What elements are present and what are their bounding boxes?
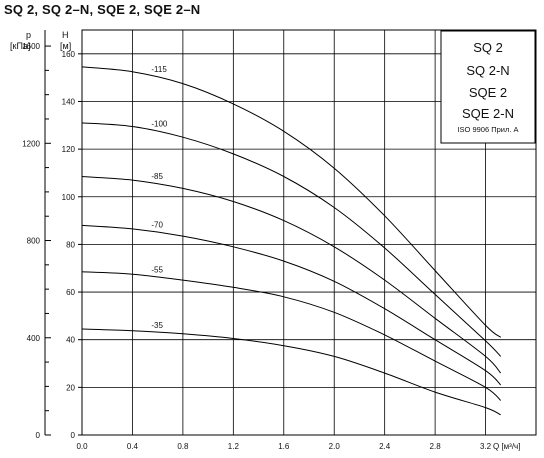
y2-tick-label: 400 (27, 334, 41, 343)
y-tick-label: 120 (62, 145, 76, 154)
series-line-m115 (81, 66, 502, 338)
series-label: -115 (151, 65, 167, 74)
x-axis-head: Q [м³/ч] (493, 442, 520, 451)
x-tick-label: 0.0 (76, 442, 88, 451)
series-label: -85 (151, 172, 163, 181)
x-tick-label: 2.0 (329, 442, 341, 451)
legend-note: ISO 9906 Прил. A (457, 125, 518, 134)
legend: SQ 2 SQ 2-N SQE 2 SQE 2-N ISO 9906 Прил.… (440, 30, 536, 144)
series-label: -100 (151, 120, 168, 129)
y-axis-head-unit: [м] (60, 41, 71, 51)
grid (82, 30, 536, 435)
series-line-m70 (81, 224, 502, 386)
y2-tick-label: 1200 (22, 139, 40, 148)
y2-tick-label: 1600 (22, 42, 40, 51)
y2-tick-label: 0 (36, 431, 41, 440)
y-tick-label: 60 (66, 288, 75, 297)
ticks: 0.0 0.4 0.8 1.2 1.6 2.0 2.4 2.8 3.2 0 20 40 60 80 100 1… (22, 42, 491, 451)
x-tick-label: 1.6 (278, 442, 290, 451)
y2-axis-head-unit: [кПа] (10, 41, 30, 51)
series-label: -70 (151, 221, 163, 230)
y2-tick-label: 800 (27, 237, 41, 246)
y2-axis-head-letter: p (26, 30, 31, 40)
legend-line-2: SQ 2-N (466, 63, 509, 78)
legend-line-1: SQ 2 (473, 40, 503, 55)
y-tick-label: 160 (62, 50, 76, 59)
y-tick-label: 20 (66, 383, 75, 392)
series-label: -35 (151, 321, 163, 330)
legend-line-4: SQE 2-N (462, 106, 514, 121)
curve-labels: -35 -55 -70 -85 -100 -115 (151, 65, 168, 330)
x-tick-label: 2.8 (430, 442, 442, 451)
x-tick-label: 0.4 (127, 442, 139, 451)
series-label: -55 (151, 265, 163, 274)
x-tick-label: 1.2 (228, 442, 240, 451)
y-tick-label: 100 (62, 193, 76, 202)
legend-line-3: SQE 2 (469, 85, 507, 100)
legend-box (440, 30, 536, 144)
x-tick-label: 2.4 (379, 442, 391, 451)
series-group (81, 66, 502, 416)
series-line-m100 (81, 122, 502, 357)
x-tick-label: 3.2 (480, 442, 492, 451)
series-line-m55 (81, 271, 502, 401)
y-tick-label: 80 (66, 240, 75, 249)
series-line-m35 (81, 328, 501, 416)
y-tick-label: 140 (62, 97, 76, 106)
x-tick-label: 0.8 (177, 442, 189, 451)
page-title: SQ 2, SQ 2–N, SQE 2, SQE 2–N (4, 2, 201, 17)
series-line-m85 (81, 176, 502, 374)
y-tick-label: 40 (66, 336, 75, 345)
y-axis-head-letter: H (62, 30, 69, 40)
y-tick-label: 0 (71, 431, 76, 440)
